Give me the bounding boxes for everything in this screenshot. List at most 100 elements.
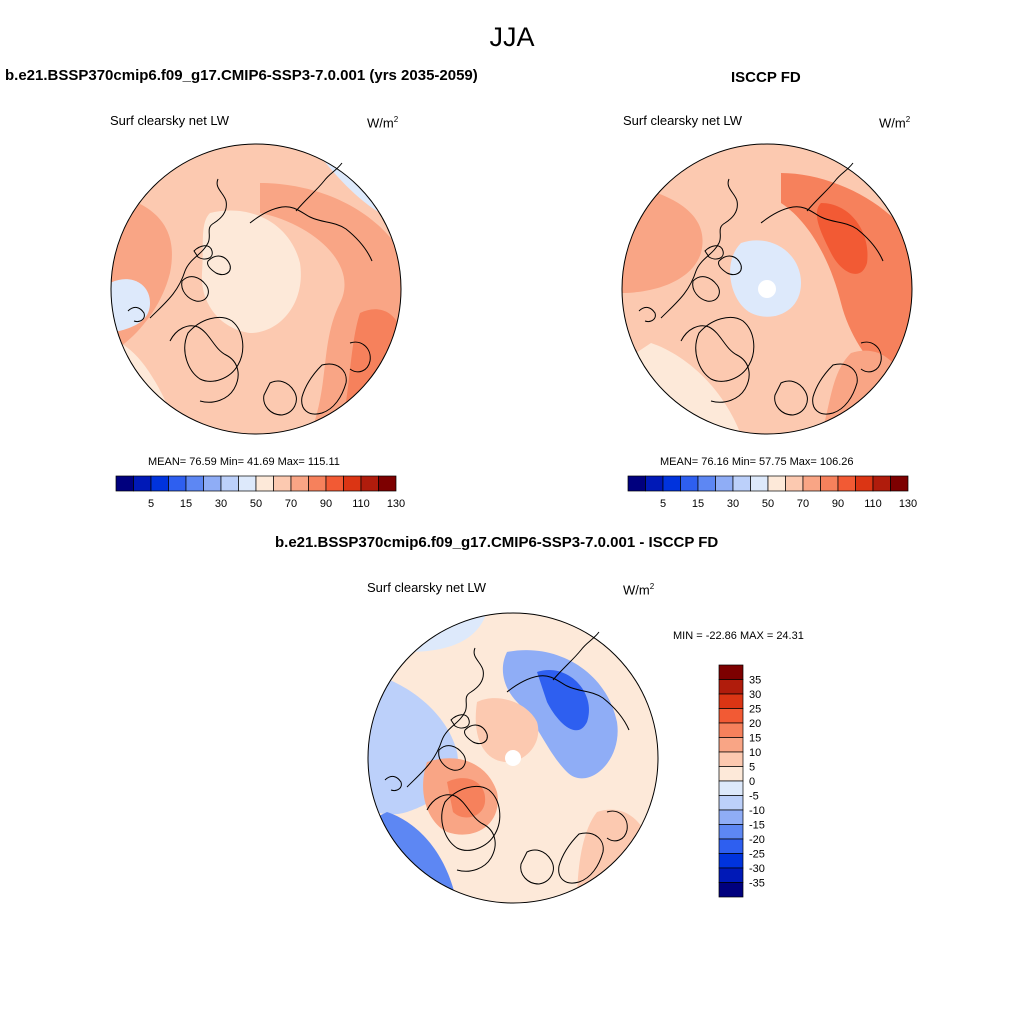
colorbar-box <box>718 664 744 680</box>
colorbar-tick-label: 30 <box>727 498 739 510</box>
field-region <box>781 173 912 393</box>
panel3-units: W/m2 <box>623 582 655 598</box>
colorbar-box <box>308 475 327 492</box>
colorbar-box <box>718 693 744 709</box>
colorbar-box <box>360 475 379 492</box>
colorbar-box <box>718 722 744 738</box>
colorbar-tick-label: 90 <box>832 498 844 510</box>
field-region <box>475 698 539 762</box>
colorbar-tick-label: 15 <box>692 498 704 510</box>
panel3-colorbar: 35 30 25 20 15 10 5 0 -5 -10 -15 -20 -25 -30 -35 <box>718 664 765 898</box>
coastlines <box>384 631 630 885</box>
colorbar-box <box>802 475 821 492</box>
colorbar-box <box>203 475 222 492</box>
colorbar-box <box>133 475 152 492</box>
panel2-polar-map <box>621 143 913 435</box>
colorbar-box <box>855 475 874 492</box>
panel3-field-name: Surf clearsky net LW <box>367 580 486 595</box>
colorbar-box <box>627 475 646 492</box>
colorbar-box <box>837 475 856 492</box>
colorbar-box <box>680 475 699 492</box>
colorbar-tick-label: 30 <box>749 689 761 701</box>
colorbar-box <box>718 853 744 869</box>
field-region <box>201 210 301 333</box>
colorbar-tick-label: -20 <box>749 834 765 846</box>
colorbar-tick-label: 70 <box>285 498 297 510</box>
panel2-title: ISCCP FD <box>731 69 801 86</box>
panel1-units: W/m2 <box>367 115 399 131</box>
colorbar-tick-label: 15 <box>180 498 192 510</box>
colorbar-box <box>820 475 839 492</box>
colorbar-tick-label: 130 <box>899 498 917 510</box>
colorbar-box <box>662 475 681 492</box>
colorbar-tick-label: -25 <box>749 849 765 861</box>
colorbar-tick-label: 5 <box>148 498 154 510</box>
colorbar-tick-label: -5 <box>749 791 759 803</box>
panel1-polar-map <box>110 143 402 435</box>
panel1-stats: MEAN= 76.59 Min= 41.69 Max= 115.11 <box>148 456 340 468</box>
panel1-title: b.e21.BSSP370cmip6.f09_g17.CMIP6-SSP3-7.… <box>5 67 478 84</box>
figure-title: JJA <box>489 22 535 52</box>
colorbar-tick-label: 50 <box>250 498 262 510</box>
colorbar-box <box>718 751 744 767</box>
colorbar-box <box>718 780 744 796</box>
map-border <box>367 612 659 904</box>
colorbar-box <box>718 795 744 811</box>
panel1-colorbar: 5 15 30 50 70 90 110 130 <box>115 475 405 510</box>
colorbar-box <box>718 809 744 825</box>
colorbar-box <box>645 475 664 492</box>
colorbar-tick-label: 70 <box>797 498 809 510</box>
missing-data-pole <box>758 280 776 298</box>
colorbar-box <box>718 708 744 724</box>
colorbar-tick-label: 50 <box>762 498 774 510</box>
colorbar-box <box>718 766 744 782</box>
panel2-colorbar: 5 15 30 50 70 90 110 130 <box>627 475 917 510</box>
colorbar-box <box>115 475 134 492</box>
field-region <box>816 203 868 274</box>
colorbar-box <box>718 838 744 854</box>
colorbar-tick-label: 35 <box>749 675 761 687</box>
field-region <box>537 670 589 731</box>
colorbar-tick-label: 5 <box>660 498 666 510</box>
field-region <box>111 279 150 333</box>
colorbar-box <box>785 475 804 492</box>
colorbar-box <box>718 867 744 883</box>
panel2-units: W/m2 <box>879 115 911 131</box>
colorbar-box <box>872 475 891 492</box>
colorbar-tick-label: -30 <box>749 863 765 875</box>
coastlines <box>127 162 373 416</box>
colorbar-box <box>715 475 734 492</box>
colorbar-box <box>718 737 744 753</box>
colorbar-tick-label: -10 <box>749 805 765 817</box>
panel3-title: b.e21.BSSP370cmip6.f09_g17.CMIP6-SSP3-7.… <box>275 534 719 551</box>
colorbar-box <box>718 679 744 695</box>
colorbar-tick-label: -35 <box>749 878 765 890</box>
colorbar-tick-label: 30 <box>215 498 227 510</box>
colorbar-box <box>750 475 769 492</box>
panel2-stats: MEAN= 76.16 Min= 57.75 Max= 106.26 <box>660 456 854 468</box>
colorbar-tick-label: 130 <box>387 498 405 510</box>
colorbar-box <box>343 475 362 492</box>
colorbar-tick-label: 25 <box>749 704 761 716</box>
colorbar-tick-label: 90 <box>320 498 332 510</box>
colorbar-box <box>150 475 169 492</box>
colorbar-box <box>890 475 909 492</box>
colorbar-box <box>378 475 397 492</box>
colorbar-tick-label: 5 <box>749 762 755 774</box>
panel3-polar-map <box>367 612 659 904</box>
colorbar-box <box>718 882 744 898</box>
colorbar-box <box>255 475 274 492</box>
colorbar-tick-label: 15 <box>749 733 761 745</box>
colorbar-tick-label: 0 <box>749 776 755 788</box>
colorbar-box <box>220 475 239 492</box>
colorbar-tick-label: 110 <box>864 498 882 510</box>
colorbar-tick-label: -15 <box>749 820 765 832</box>
missing-data-pole <box>505 750 521 766</box>
colorbar-box <box>168 475 187 492</box>
colorbar-box <box>238 475 257 492</box>
colorbar-box <box>325 475 344 492</box>
colorbar-box <box>732 475 751 492</box>
colorbar-box <box>697 475 716 492</box>
colorbar-box <box>767 475 786 492</box>
panel3-stats: MIN = -22.86 MAX = 24.31 <box>673 630 804 642</box>
